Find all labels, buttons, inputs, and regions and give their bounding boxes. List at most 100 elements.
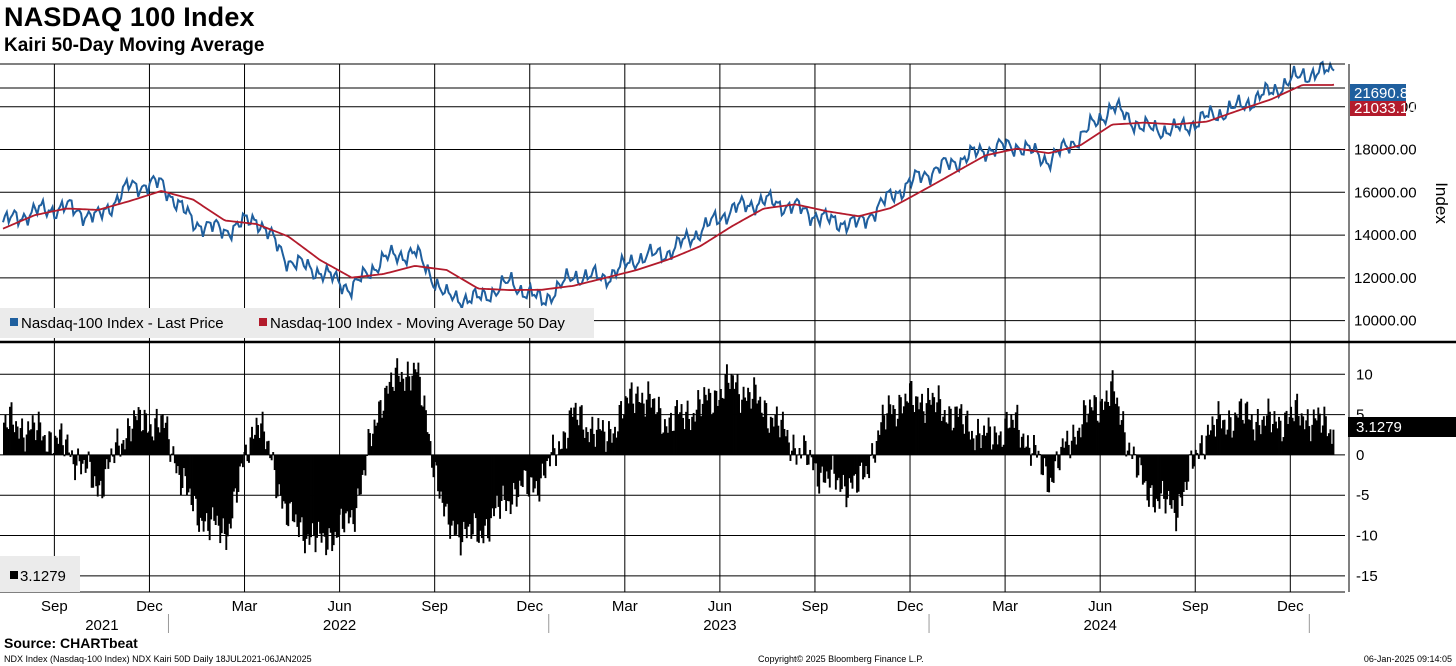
kairi-bar [1181,454,1184,506]
kairi-bar [798,447,801,455]
legend-label-price: Nasdaq-100 Index - Last Price [21,315,224,332]
kairi-bar [1066,430,1069,455]
kairi-bar [967,431,970,455]
kairi-bar [771,417,774,455]
kairi-bar [893,408,896,455]
kairi-bar [248,454,250,463]
kairi-bar [1043,454,1046,459]
kairi-bar [120,443,123,455]
kairi-bar [768,432,771,455]
kairi-bar [27,421,30,455]
kairi-bar [314,454,317,553]
kairi-bar [668,417,671,455]
kairi-bar [1209,430,1212,455]
kairi-bar [1262,416,1265,455]
kairi-bar [940,420,943,455]
kairi-bar [279,454,282,496]
kairi-bar [555,454,557,466]
kairi-bar [1099,401,1102,455]
kairi-bar [748,392,751,455]
kairi-bar [440,454,443,492]
kairi-bar [284,454,287,504]
kairi-bar [1101,398,1103,455]
kairi-bar [18,438,21,455]
kairi-bar [93,454,96,477]
kairi-bar [987,417,990,455]
kairi-bar [1190,450,1193,455]
kairi-bar [822,454,825,483]
kairi-bar [1064,441,1067,455]
kairi-bar [431,454,433,468]
kairi-bar [583,437,586,455]
kairi-bar [954,406,957,455]
legend-label-kairi: 3.1279 [20,568,66,585]
kairi-bar [777,425,780,455]
kairi-bar [111,454,114,457]
kairi-bar [1222,420,1224,455]
kairi-bar [863,454,866,478]
kairi-bar [961,424,964,455]
kairi-bar [509,454,512,515]
x-month-label: Dec [136,598,163,615]
kairi-bar [676,400,678,455]
kairi-bar [937,385,940,455]
kairi-bar [323,454,326,537]
kairi-bar [455,454,458,535]
kairi-bar [1007,428,1010,455]
kairi-bar [1141,454,1144,485]
kairi-bar [1052,454,1055,483]
kairi-bar [703,387,706,455]
kairi-bar [441,454,444,503]
kairi-bar [1294,400,1297,455]
y-tick-label: -15 [1356,568,1378,585]
kairi-bar [724,374,727,455]
kairi-bar [1042,454,1044,476]
kairi-bar [919,402,922,455]
kairi-bar [639,402,642,455]
kairi-bar [955,406,958,455]
kairi-bar [843,454,846,487]
kairi-bar [865,454,868,467]
kairi-bar [830,454,833,470]
kairi-bar [1095,397,1097,455]
kairi-bar [1010,414,1013,455]
kairi-bar [781,411,784,455]
kairi-bar [1110,381,1113,455]
kairi-bar [19,428,22,455]
kairi-bar [992,444,995,455]
kairi-bar [232,454,235,492]
kairi-bar [517,454,520,498]
kairi-bar [418,376,421,455]
kairi-bar [819,454,822,473]
kairi-bar [1203,454,1206,460]
kairi-bar [237,454,240,492]
kairi-bar [818,454,821,494]
kairi-bar [922,411,925,455]
kairi-bar [803,435,806,455]
kairi-bar [1025,446,1028,455]
kairi-bar [594,446,597,455]
kairi-bar [567,437,570,455]
kairi-bar [875,440,878,455]
kairi-bar [1217,401,1220,455]
y-tick-label: 16000.00 [1354,184,1417,201]
kairi-bar [739,412,742,455]
kairi-bar [28,430,31,455]
kairi-bar [952,427,955,455]
kairi-bar [142,430,145,455]
kairi-bar [89,454,92,462]
kairi-bar [792,434,795,455]
kairi-bar [883,415,886,455]
kairi-bar [114,442,117,455]
kairi-bar [192,454,194,512]
kairi-bar [712,412,715,455]
kairi-bar [34,440,37,455]
kairi-bar [527,454,530,497]
kairi-bar [331,454,334,552]
kairi-bar [1138,454,1141,458]
kairi-bar [127,418,129,455]
kairi-bar [697,390,700,455]
kairi-bar [246,454,249,462]
kairi-bar [428,433,430,455]
y-tick-label: 18000.00 [1354,142,1417,159]
